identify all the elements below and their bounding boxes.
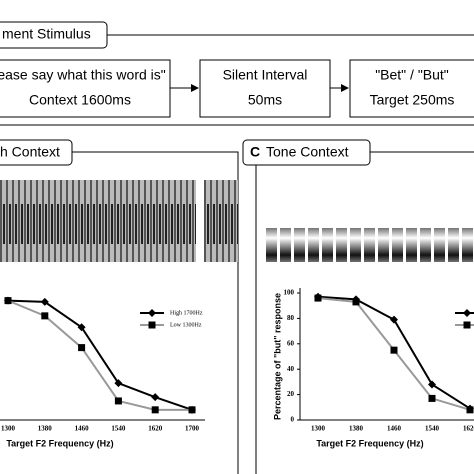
- marker: [390, 346, 398, 354]
- marker: [4, 297, 12, 305]
- marker: [77, 323, 86, 332]
- panel-title: ment Stimulus: [2, 26, 91, 42]
- x-tick-label: 1300: [311, 425, 326, 433]
- title-box: [242, 139, 371, 166]
- tone-spectrogram: [266, 228, 474, 262]
- box-text: "Bet" / "But": [375, 67, 449, 83]
- x-tick-label: 1620: [148, 425, 163, 433]
- marker: [40, 297, 49, 306]
- marker: [41, 312, 49, 320]
- marker: [148, 321, 156, 329]
- box-text: Target 250ms: [370, 92, 455, 108]
- box: [349, 59, 474, 118]
- marker: [428, 380, 436, 389]
- x-tick-label: 1700: [185, 425, 200, 433]
- x-tick-label: 1380: [349, 425, 364, 433]
- box: [0, 59, 171, 118]
- series-line: [7, 299, 193, 411]
- marker: [428, 394, 436, 402]
- y-tick-label: 0: [291, 416, 295, 424]
- y-tick-label: 60: [287, 339, 295, 347]
- marker: [114, 397, 122, 405]
- x-tick-label: 1540: [111, 425, 126, 433]
- marker: [466, 406, 474, 414]
- legend-label: Low 1300Hz: [170, 322, 202, 328]
- x-tick-label: 1620: [463, 425, 474, 433]
- marker: [151, 406, 159, 414]
- y-tick-label: 100: [284, 289, 295, 297]
- box-text: lease say what this word is": [0, 67, 166, 83]
- x-tick-label: 1460: [387, 425, 402, 433]
- x-axis-label: Target F2 Frequency (Hz): [6, 438, 113, 448]
- panel-title: h Context: [0, 144, 60, 160]
- y-tick-label: 20: [287, 390, 295, 398]
- marker: [114, 379, 123, 388]
- legend-label: High 1700Hz: [170, 310, 203, 316]
- panel-label: C: [250, 144, 260, 160]
- marker: [78, 344, 86, 352]
- title-box: [0, 139, 73, 166]
- x-tick-label: 1380: [38, 425, 53, 433]
- marker: [390, 315, 398, 324]
- panel-title: Tone Context: [266, 144, 349, 160]
- spectrogram: [0, 180, 196, 262]
- x-axis-label: Target F2 Frequency (Hz): [316, 438, 423, 448]
- box: [199, 59, 331, 118]
- marker: [463, 321, 471, 329]
- x-tick-label: 1300: [1, 425, 16, 433]
- series-line: [7, 299, 192, 411]
- y-axis-label: Percentage of "but" response: [272, 293, 282, 420]
- marker: [463, 309, 471, 317]
- marker: [151, 393, 160, 402]
- marker: [352, 298, 360, 306]
- x-tick-label: 1540: [425, 425, 440, 433]
- marker: [148, 309, 156, 317]
- spectrogram: [204, 180, 238, 262]
- y-tick-label: 40: [287, 365, 295, 373]
- box-text: Silent Interval: [223, 67, 308, 83]
- title-box: [0, 21, 108, 49]
- frame: [0, 151, 239, 474]
- marker: [314, 294, 322, 302]
- x-tick-label: 1460: [75, 425, 90, 433]
- box-text: Context 1600ms: [29, 92, 131, 108]
- box-text: 50ms: [248, 92, 282, 108]
- y-tick-label: 80: [287, 314, 295, 322]
- marker: [188, 406, 196, 414]
